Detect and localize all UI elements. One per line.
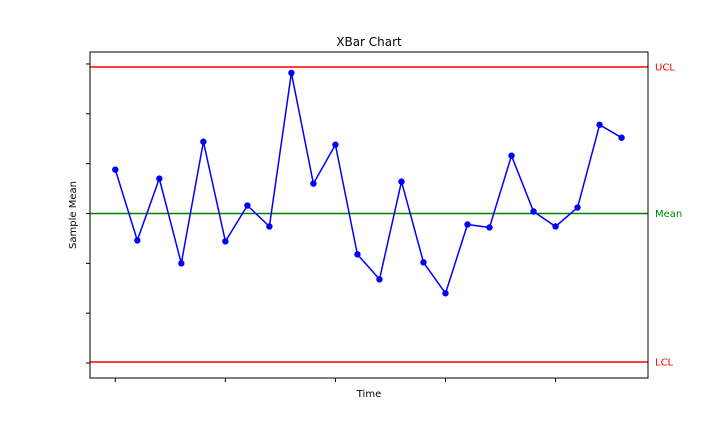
data-point xyxy=(266,223,273,230)
data-point xyxy=(376,276,383,283)
y-axis-label: Sample Mean xyxy=(68,181,79,249)
data-point xyxy=(442,290,449,297)
axes-frame xyxy=(89,51,649,379)
data-point xyxy=(596,121,603,128)
data-point xyxy=(486,224,493,231)
data-point xyxy=(222,238,229,245)
data-point xyxy=(552,223,559,230)
data-point xyxy=(508,152,515,159)
x-axis-label: Time xyxy=(356,389,381,400)
data-point xyxy=(200,138,207,145)
data-point xyxy=(310,180,317,187)
data-point xyxy=(332,141,339,148)
data-point xyxy=(464,221,471,228)
data-point xyxy=(112,166,119,173)
data-point xyxy=(398,178,405,185)
plot-area: UCL Mean LCL xyxy=(86,51,682,382)
data-point xyxy=(420,259,427,266)
data-point xyxy=(178,260,185,267)
series-line-0 xyxy=(114,72,622,295)
data-point xyxy=(530,208,537,215)
data-point xyxy=(134,237,141,244)
control-label-lcl: LCL xyxy=(655,358,674,369)
data-point xyxy=(574,204,581,211)
data-point xyxy=(354,251,361,258)
control-label-ucl: UCL xyxy=(655,62,675,73)
data-point xyxy=(288,69,295,77)
control-label-mean: Mean xyxy=(655,209,682,220)
data-point xyxy=(618,134,625,141)
chart-title: XBar Chart xyxy=(336,35,402,49)
data-point xyxy=(156,175,163,182)
data-point xyxy=(244,202,251,209)
